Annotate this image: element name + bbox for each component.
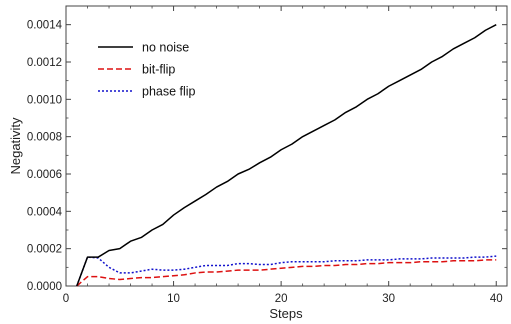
y-tick-label: 0.0000 (27, 281, 62, 293)
x-tick-label: 40 (490, 293, 503, 305)
plot-frame (65, 5, 508, 287)
series-line-phase-flip (76, 255, 497, 287)
series-line-bit-flip (76, 259, 497, 287)
x-axis-label: Steps (269, 306, 303, 321)
y-tick-label: 0.0004 (27, 206, 63, 218)
y-tick-label: 0.0006 (27, 169, 62, 181)
legend: no noise bit-flip phase flip (98, 41, 196, 99)
y-tick-label: 0.0008 (27, 132, 62, 144)
legend-label: no noise (142, 41, 189, 55)
series-line-no-noise (76, 24, 497, 287)
y-tick-label: 0.0012 (27, 57, 62, 69)
y-tick-label: 0.0002 (27, 244, 62, 256)
x-tick-label: 30 (382, 293, 395, 305)
legend-label: bit-flip (142, 63, 175, 77)
legend-label: phase flip (142, 85, 196, 99)
x-tick-label: 20 (275, 293, 288, 305)
y-tick-label: 0.0014 (27, 20, 63, 32)
y-tick-label: 0.0010 (27, 94, 62, 106)
x-tick-label: 0 (63, 293, 69, 305)
series-lines (76, 24, 497, 287)
y-axis-label: Negativity (8, 117, 23, 175)
tick-labels: 0 10 20 30 40 0.0000 0.0002 0.0004 0.0006 0.0008 0… (27, 20, 503, 305)
x-tick-label: 10 (167, 293, 180, 305)
axis-ticks (65, 6, 507, 287)
